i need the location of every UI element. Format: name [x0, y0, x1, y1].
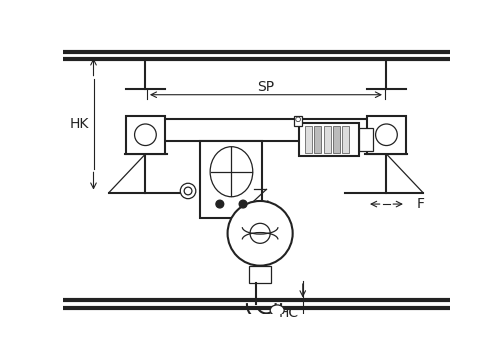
Circle shape — [134, 124, 156, 145]
Ellipse shape — [210, 147, 253, 197]
Bar — [144, 119, 388, 141]
Text: F: F — [416, 197, 424, 211]
Circle shape — [216, 200, 224, 208]
Bar — [299, 123, 360, 156]
Bar — [200, 141, 262, 218]
Text: SP: SP — [258, 80, 274, 94]
Bar — [305, 126, 312, 153]
Circle shape — [180, 183, 196, 199]
Bar — [250, 266, 271, 283]
Bar — [360, 128, 374, 151]
Circle shape — [228, 201, 292, 266]
Circle shape — [184, 187, 192, 195]
Bar — [314, 126, 322, 153]
Text: HC: HC — [279, 306, 299, 319]
Text: HK: HK — [70, 117, 89, 131]
Circle shape — [296, 117, 300, 122]
Bar — [126, 115, 165, 154]
Bar — [367, 115, 406, 154]
Circle shape — [376, 124, 398, 145]
Bar — [333, 126, 340, 153]
Bar — [294, 115, 302, 126]
Bar — [324, 126, 330, 153]
Ellipse shape — [270, 305, 284, 316]
Circle shape — [239, 200, 247, 208]
Bar — [342, 126, 349, 153]
Circle shape — [250, 223, 270, 243]
